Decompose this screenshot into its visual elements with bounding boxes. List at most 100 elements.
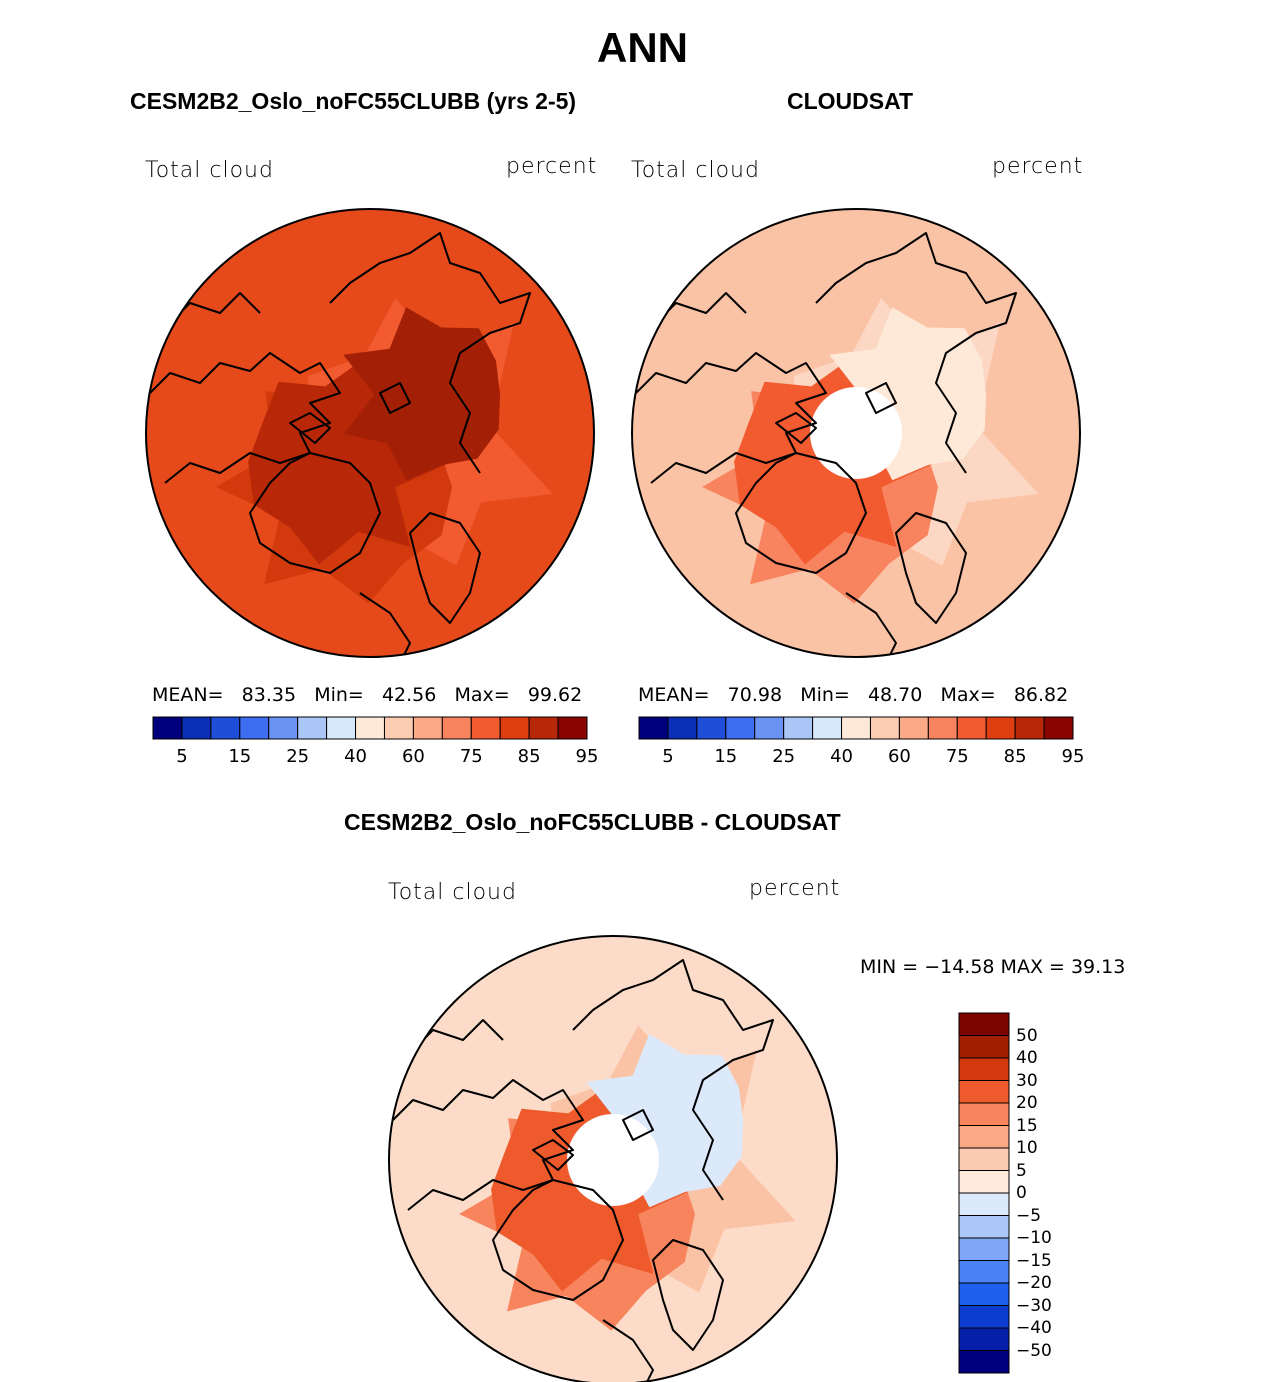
variable-label-diff: Total cloud: [388, 880, 517, 905]
field-shading: [146, 209, 594, 657]
max-value: 86.82: [1013, 684, 1069, 706]
colorbar-box: [958, 1147, 1010, 1171]
colorbar-tick-label: 15: [714, 746, 738, 767]
colorbar-tick-label: −40: [1016, 1318, 1052, 1338]
colorbar-box: [958, 1305, 1010, 1329]
coastline-segment: [359, 592, 411, 657]
colorbar-tick-label: 60: [401, 746, 425, 767]
coastline-segment: [289, 412, 331, 444]
map-border: [388, 935, 838, 1382]
coastline-segment: [735, 452, 867, 574]
coastline-segment: [652, 1239, 724, 1351]
polar-hole: [567, 1114, 659, 1206]
colorbar-tick-label: 20: [1016, 1093, 1038, 1113]
colorbar-tick-label: 25: [286, 746, 310, 767]
colorbar-tick-label: 95: [1061, 746, 1085, 767]
mean-value: 70.98: [727, 684, 783, 706]
colorbar-ticks-obs: 5 15 25 40 60 75 85 95: [638, 746, 1084, 770]
coastline-segment: [865, 382, 897, 414]
colorbar-tick-label: 85: [517, 746, 541, 767]
colorbar-tick-label: 50: [1016, 1025, 1038, 1046]
colorbar-tick-label: 40: [830, 746, 853, 767]
colorbar-tick-label: 5: [176, 746, 188, 767]
max-value: 99.62: [527, 684, 583, 706]
coastlines: [149, 232, 531, 657]
colorbar-tick-label: 75: [945, 746, 969, 767]
coastlines: [635, 232, 1017, 657]
colorbar-box: [958, 1080, 1010, 1104]
colorbar-ticks-diff: 50 40 30 20 15 10 5 0 −5 −10 −15 −20 −30 −40 −50: [1016, 1012, 1076, 1374]
colorbar-ticks-model: 5 15 25 40 60 75 85 95: [152, 746, 598, 770]
colorbar-tick-label: −30: [1016, 1295, 1052, 1316]
colorbar-tick-label: 25: [772, 746, 796, 767]
colorbar-tick-label: −15: [1016, 1250, 1052, 1271]
colorbar-box: [958, 1237, 1010, 1261]
variable-label-obs: Total cloud: [631, 158, 760, 183]
coastline-segment: [409, 512, 481, 624]
units-label-diff: percent: [749, 876, 841, 901]
coastline-segment: [895, 512, 967, 624]
colorbar-tick-label: −50: [1016, 1340, 1052, 1361]
coastline-segment: [845, 592, 897, 657]
panel-title-model: CESM2B2_Oslo_noFC55CLUBB (yrs 2-5): [130, 88, 577, 114]
colorbar-tick-label: 40: [1016, 1048, 1038, 1068]
mean-value: 83.35: [241, 684, 297, 706]
panel-title-diff: CESM2B2_Oslo_noFC55CLUBB - CLOUDSAT: [344, 809, 841, 835]
map-border: [631, 208, 1081, 658]
units-label-obs: percent: [992, 154, 1084, 179]
coastline-segment: [249, 452, 381, 574]
colorbar-obs: [638, 716, 1074, 740]
panel-title-obs: CLOUDSAT: [787, 88, 914, 114]
map-border: [145, 208, 595, 658]
coastline-segment: [532, 1139, 574, 1171]
colorbar-box: [557, 716, 588, 740]
field-shading: [389, 936, 837, 1382]
colorbar-tick-label: 85: [1003, 746, 1027, 767]
coastline-segment: [329, 232, 531, 474]
colorbar-tick-label: 60: [887, 746, 911, 767]
colorbar-box: [958, 1125, 1010, 1149]
colorbar-tick-label: 75: [459, 746, 483, 767]
colorbar-tick-label: 30: [1016, 1070, 1038, 1091]
coastline-segment: [602, 1319, 654, 1382]
coastline-segment: [815, 232, 1017, 474]
coastline-segment: [149, 352, 341, 484]
colorbar-box: [958, 1282, 1010, 1306]
colorbar-tick-label: −10: [1016, 1228, 1052, 1248]
coastline-segment: [392, 1079, 584, 1211]
colorbar-tick-label: 5: [662, 746, 674, 767]
colorbar-tick-label: 0: [1016, 1183, 1027, 1203]
diff-min-max: MIN = −14.58 MAX = 39.13: [860, 956, 1126, 978]
min-value: 42.56: [381, 684, 437, 706]
colorbar-tick-label: 40: [344, 746, 367, 767]
field-contour: [343, 307, 501, 481]
colorbar-tick-label: 15: [1016, 1115, 1038, 1136]
colorbar-box: [958, 1035, 1010, 1059]
coastline-segment: [572, 959, 774, 1201]
stats-obs: MEAN= 70.98 Min= 48.70 Max= 86.82: [638, 684, 1069, 706]
coastline-segment: [635, 352, 827, 484]
polar-hole: [810, 387, 902, 479]
variable-label-model: Total cloud: [145, 158, 274, 183]
coastline-segment: [622, 1109, 654, 1141]
colorbar-tick-label: 15: [228, 746, 252, 767]
colorbar-box: [958, 1170, 1010, 1194]
colorbar-box: [958, 1192, 1010, 1216]
colorbar-tick-label: 10: [1016, 1138, 1038, 1158]
colorbar-box: [958, 1327, 1010, 1351]
colorbar-box: [958, 1215, 1010, 1239]
field-shading: [632, 209, 1080, 657]
colorbar-diff: [958, 1012, 1010, 1374]
coastline-segment: [379, 382, 411, 414]
colorbar-box: [958, 1102, 1010, 1126]
units-label-model: percent: [506, 154, 598, 179]
colorbar-tick-label: −20: [1016, 1273, 1052, 1293]
colorbar-box: [1043, 716, 1074, 740]
colorbar-model: [152, 716, 588, 740]
coastline-segment: [492, 1179, 624, 1301]
coastline-segment: [775, 412, 817, 444]
colorbar-tick-label: −5: [1016, 1205, 1042, 1226]
main-title: ANN: [597, 24, 688, 71]
